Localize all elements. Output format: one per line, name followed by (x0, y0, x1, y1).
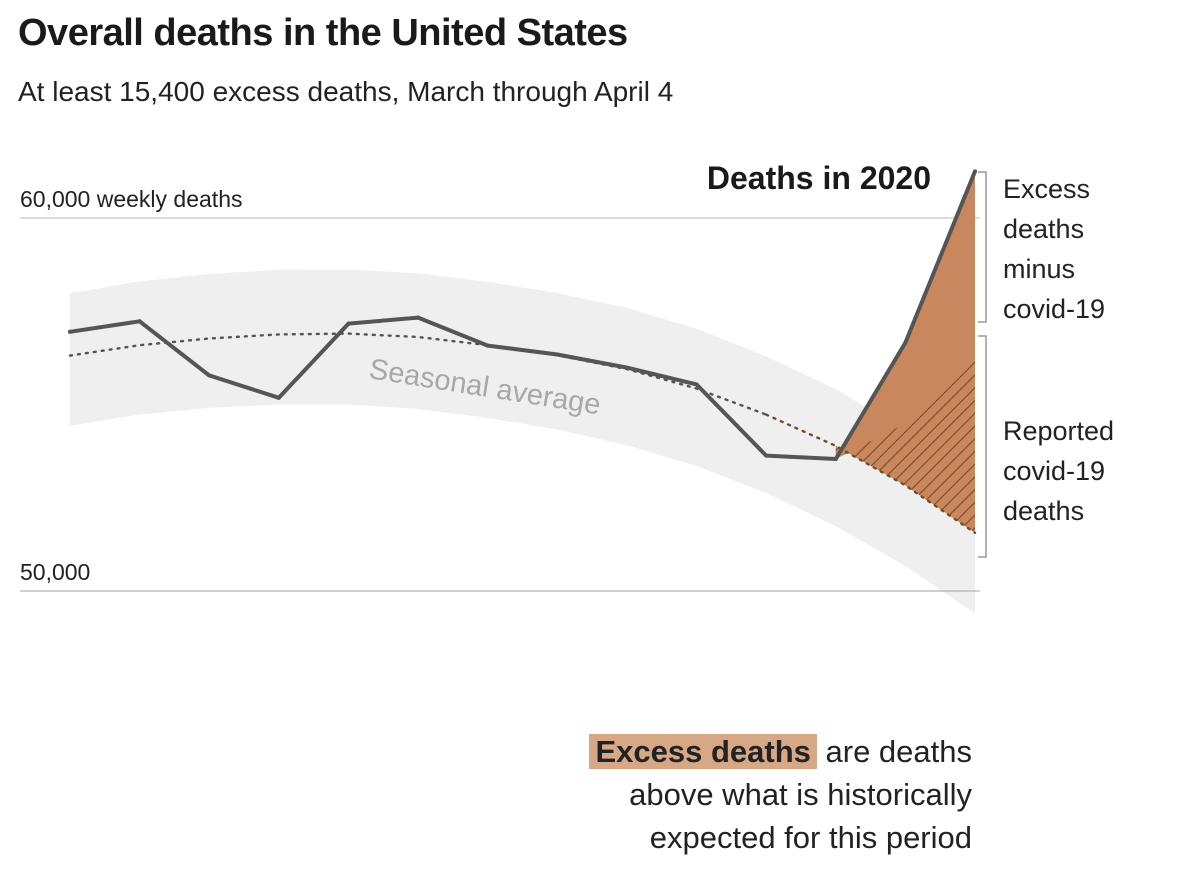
covid-label-line-3: deaths (1003, 496, 1084, 526)
deaths-2020-point-13 (973, 169, 977, 174)
deaths-2020-point-9 (694, 382, 699, 387)
covid-deaths-hatched-area (835, 352, 975, 533)
deaths-2020-line (68, 169, 977, 461)
covid-bracket (978, 335, 987, 558)
y-tick-label-60000: 60,000 weekly deaths (20, 186, 243, 212)
deaths-2020-point-8 (624, 365, 629, 370)
seasonal-range-band (70, 269, 975, 614)
chart-title: Overall deaths in the United States (18, 12, 628, 54)
deaths-2020-point-1 (137, 319, 142, 324)
excess-deaths-note: Excess deaths are deaths above what is h… (589, 730, 972, 859)
deaths-2020-point-7 (555, 352, 560, 357)
excess-label-line-1: Excess (1003, 174, 1090, 204)
note-line-1: Excess deaths are deaths (589, 730, 972, 773)
excess-deaths-highlight: Excess deaths (589, 734, 817, 769)
covid-label-line-2: covid-19 (1003, 456, 1105, 486)
excess-label-line-2: deaths (1003, 214, 1084, 244)
excess-bracket (978, 171, 987, 323)
deaths-2020-point-10 (764, 453, 769, 458)
deaths-2020-point-5 (416, 315, 421, 320)
y-tick-label-50000: 50,000 (20, 559, 90, 585)
deaths-2020-point-0 (68, 329, 72, 334)
excess-label-line-4: covid-19 (1003, 294, 1105, 324)
seasonal-average-line (68, 332, 768, 416)
chart-subtitle: At least 15,400 excess deaths, March thr… (18, 76, 674, 107)
note-line-1-rest: are deaths (816, 734, 973, 769)
note-line-3: expected for this period (649, 820, 972, 855)
covid-label-line-1: Reported (1003, 416, 1114, 446)
deaths-2020-point-4 (346, 321, 351, 326)
deaths-2020-point-12 (903, 340, 908, 345)
deaths-2020-point-2 (207, 373, 212, 378)
deaths-2020-label: Deaths in 2020 (707, 160, 931, 196)
excess-label-line-3: minus (1003, 254, 1075, 284)
deaths-2020-point-3 (276, 395, 281, 400)
deaths-2020-point-11 (833, 457, 838, 461)
deaths-2020-point-6 (485, 343, 490, 348)
note-line-2: above what is historically (629, 777, 972, 812)
